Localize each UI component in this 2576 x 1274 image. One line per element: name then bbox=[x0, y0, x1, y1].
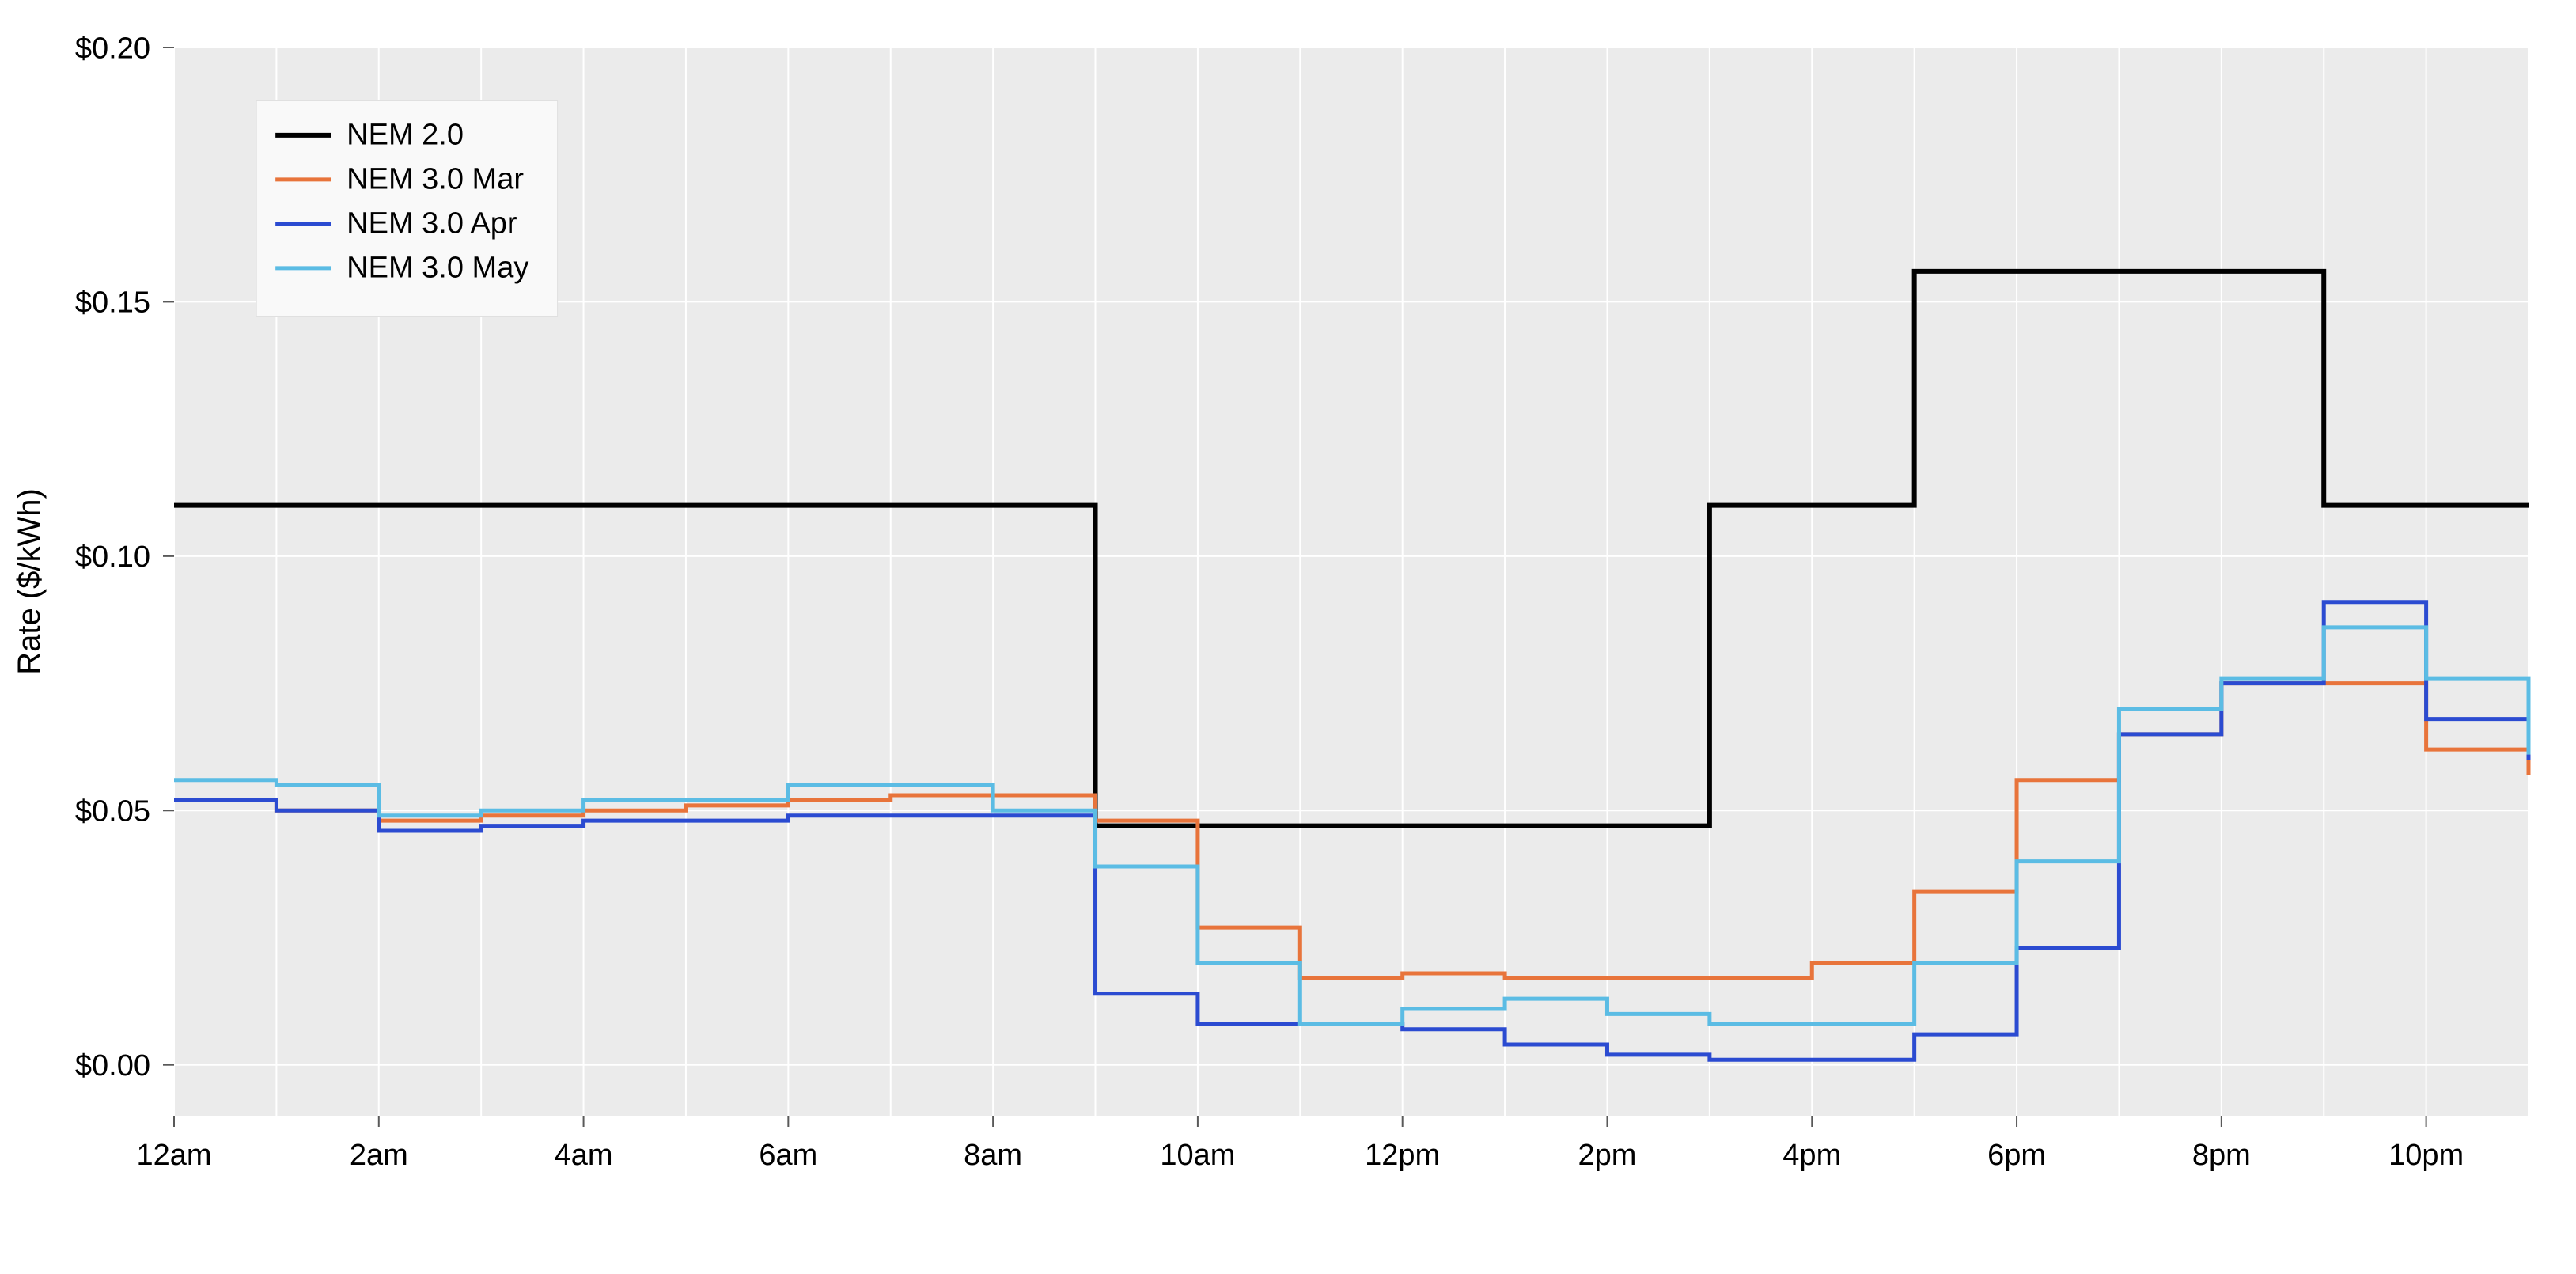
x-tick-label: 8am bbox=[964, 1139, 1022, 1172]
x-tick-label: 12am bbox=[136, 1139, 211, 1172]
legend-label: NEM 3.0 Mar bbox=[347, 162, 524, 195]
legend-label: NEM 3.0 May bbox=[347, 251, 528, 284]
y-tick-label: $0.15 bbox=[75, 286, 150, 320]
y-tick-label: $0.10 bbox=[75, 540, 150, 574]
x-tick-label: 2am bbox=[350, 1139, 408, 1172]
x-tick-label: 12pm bbox=[1365, 1139, 1440, 1172]
legend: NEM 2.0 NEM 3.0 Mar NEM 3.0 Apr NEM 3.0 May bbox=[256, 101, 557, 317]
x-tick-label: 6pm bbox=[1987, 1139, 2046, 1172]
legend-label: NEM 3.0 Apr bbox=[347, 207, 517, 240]
y-tick-label: $0.05 bbox=[75, 795, 150, 828]
y-tick-label: $0.20 bbox=[75, 32, 150, 65]
x-tick-label: 10am bbox=[1160, 1139, 1235, 1172]
x-tick-label: 2pm bbox=[1578, 1139, 1637, 1172]
rate-chart: 12am 2am 4am 6am 8am 10am 12pm 2pm 4pm 6pm 8pm 10pm… bbox=[0, 0, 2576, 1274]
y-tick-label: $0.00 bbox=[75, 1049, 150, 1083]
chart-svg: 12am 2am 4am 6am 8am 10am 12pm 2pm 4pm 6pm 8pm 10pm… bbox=[0, 0, 2576, 1274]
y-axis-label: Rate ($/kWh) bbox=[12, 488, 47, 675]
legend-label: NEM 2.0 bbox=[347, 118, 464, 151]
x-tick-label: 4pm bbox=[1782, 1139, 1841, 1172]
x-tick-label: 10pm bbox=[2388, 1139, 2464, 1172]
x-tick-label: 4am bbox=[555, 1139, 613, 1172]
x-tick-label: 6am bbox=[759, 1139, 817, 1172]
x-tick-label: 8pm bbox=[2192, 1139, 2251, 1172]
